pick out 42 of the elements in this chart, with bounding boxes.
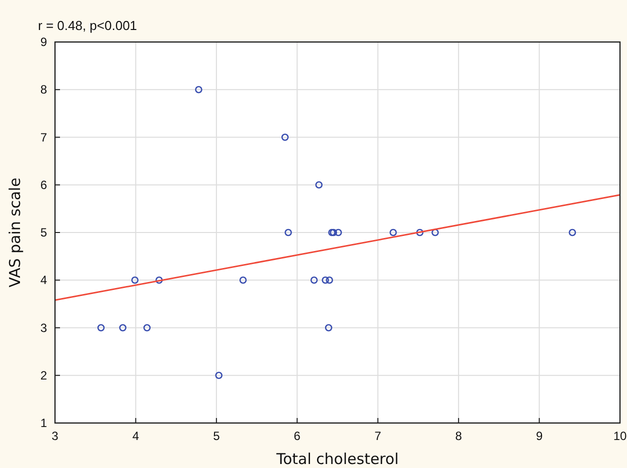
point — [284, 228, 292, 236]
point — [390, 228, 397, 236]
point — [416, 228, 424, 236]
x-tick-label: 5 — [213, 429, 220, 443]
y-tick-label: 4 — [40, 273, 48, 288]
chart-title: r = 0.48, p<0.001 — [38, 18, 138, 33]
x-tick-label: 6 — [294, 429, 301, 443]
x-tick-label: 3 — [52, 429, 59, 443]
x-tick-label: 4 — [132, 429, 140, 443]
y-tick-label: 9 — [40, 35, 48, 49]
point — [143, 324, 151, 332]
y-tick-label: 7 — [40, 130, 48, 144]
y-tick-label: 8 — [40, 82, 48, 97]
point — [568, 228, 576, 236]
y-tick-label: 6 — [40, 178, 48, 192]
point — [239, 276, 247, 284]
x-tick-label: 10 — [613, 429, 627, 443]
point — [310, 276, 318, 284]
y-tick-label: 2 — [40, 368, 48, 382]
point — [324, 324, 332, 332]
y-tick-label: 5 — [40, 226, 48, 240]
x-tick-label: 7 — [374, 429, 382, 443]
x-axis-title: Total cholesterol — [275, 450, 399, 468]
y-tick-label: 3 — [40, 320, 48, 335]
y-tick-label: 1 — [40, 416, 48, 430]
x-tick-label: 9 — [536, 429, 543, 443]
point — [215, 372, 222, 380]
point — [119, 324, 126, 332]
point — [155, 276, 163, 284]
point — [322, 276, 330, 284]
point — [334, 228, 342, 236]
point — [131, 276, 139, 284]
point — [315, 181, 323, 189]
point — [432, 228, 439, 236]
point — [326, 276, 334, 284]
point — [281, 134, 289, 141]
point — [97, 324, 105, 332]
y-axis-title: VAS pain scale — [6, 178, 24, 288]
x-tick-label: 8 — [455, 429, 462, 443]
point — [195, 86, 202, 94]
point — [330, 228, 338, 236]
point — [328, 228, 336, 236]
